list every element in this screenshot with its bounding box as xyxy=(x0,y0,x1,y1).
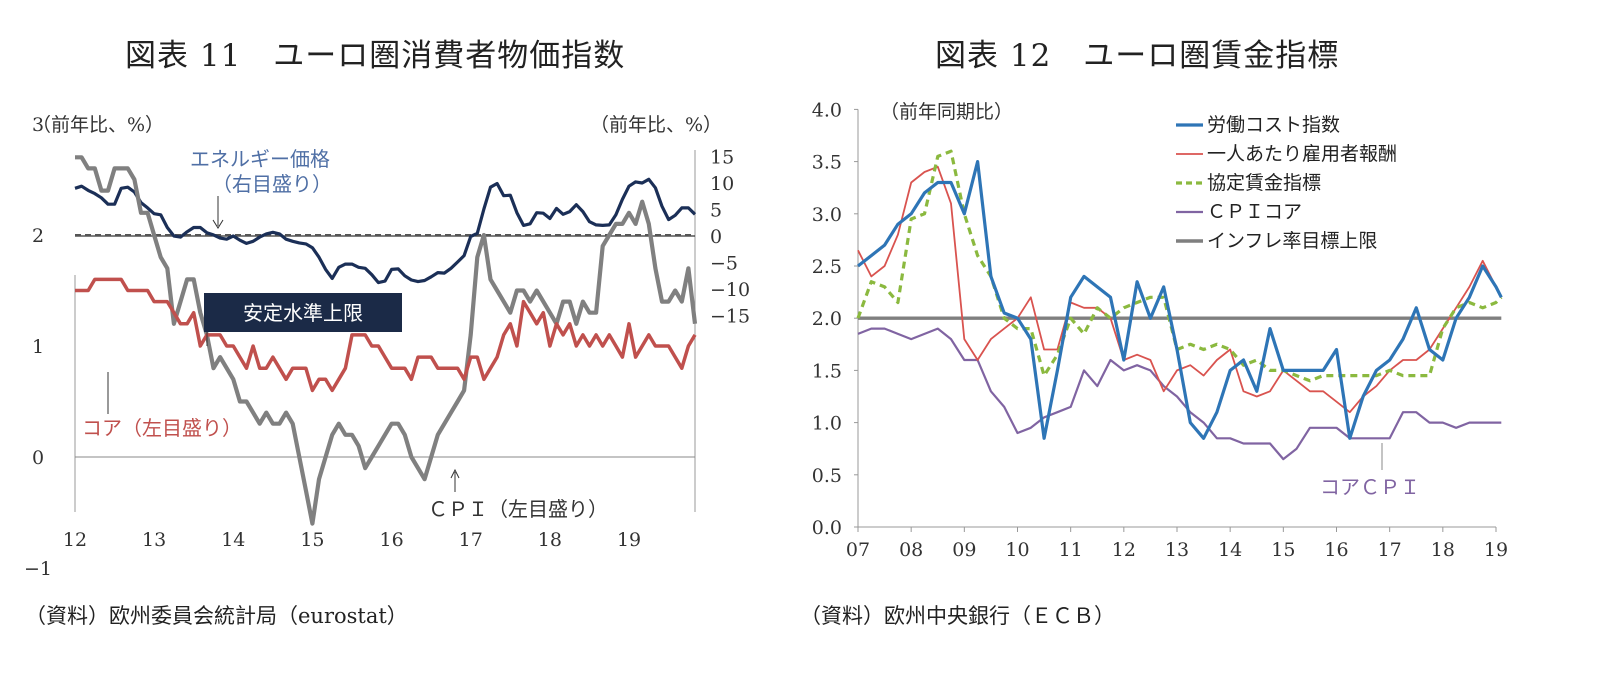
right-y-tick-label: 10 xyxy=(710,173,734,195)
y-tick-label: 1.0 xyxy=(812,413,842,435)
cpi-arrow-head xyxy=(450,468,460,479)
x-tick-label: 15 xyxy=(1271,539,1295,561)
series-line-3 xyxy=(857,327,1502,461)
cpi-label: ＣＰＩ（左目盛り） xyxy=(428,497,608,521)
series-line-1 xyxy=(857,165,1503,414)
y-tick-label: 0.5 xyxy=(812,465,842,487)
core-series-line xyxy=(75,277,697,393)
x-tick-label: 19 xyxy=(617,529,641,551)
y-tick-label: 2.0 xyxy=(812,308,842,330)
right-y-tick-label: 5 xyxy=(710,200,722,222)
x-tick-label: 12 xyxy=(1112,539,1136,561)
wage-chart: 4.0 3.5 3.0 2.5 2.0 1.5 1.0 0.5 0.007 08 09 10 11 12 1… xyxy=(812,99,1508,561)
left-chart-title: 図表 11 ユーロ圏消費者物価指数 xyxy=(125,38,626,74)
series-line-0 xyxy=(857,160,1503,440)
right-chart-title: 図表 12 ユーロ圏賃金指標 xyxy=(935,38,1340,74)
y-tick-label: 1.5 xyxy=(812,360,842,382)
core-cpi-label: コアＣＰＩ xyxy=(1320,475,1420,499)
x-tick-label: 17 xyxy=(459,529,483,551)
series-line-2 xyxy=(856,149,1503,383)
left-y-tick-label: 3 xyxy=(32,114,44,136)
y-tick-label: 3.0 xyxy=(812,204,842,226)
energy-series-line xyxy=(74,177,697,285)
right-y-tick-label: −15 xyxy=(710,306,750,328)
left-y-tick-label: 1 xyxy=(32,336,44,358)
x-tick-label: 14 xyxy=(221,529,245,551)
energy-label-axis: （右目盛り） xyxy=(212,172,332,196)
right-y-tick-label: 15 xyxy=(710,147,734,169)
x-tick-label: 17 xyxy=(1378,539,1402,561)
left-y-tick-label: −1 xyxy=(24,558,52,580)
energy-arrow-head xyxy=(212,219,224,229)
x-tick-label: 11 xyxy=(1059,539,1083,561)
cpi-series-line xyxy=(75,155,698,526)
y-tick-label: 2.5 xyxy=(812,256,842,278)
y-axis-unit: （前年同期比） xyxy=(880,101,1013,123)
threshold-callout-label: 安定水準上限 xyxy=(243,301,363,325)
right-source-note: （資料）欧州中央銀行（ＥＣＢ） xyxy=(800,604,1115,628)
x-tick-label: 13 xyxy=(142,529,166,551)
right-y-tick-label: −5 xyxy=(710,253,738,275)
x-tick-label: 07 xyxy=(846,539,870,561)
x-tick-label: 16 xyxy=(380,529,404,551)
left-y-tick-label: 2 xyxy=(32,225,44,247)
x-tick-label: 18 xyxy=(1431,539,1455,561)
left-source-note: （資料）欧州委員会統計局（eurostat） xyxy=(25,604,408,628)
core-label: コア（左目盛り） xyxy=(82,416,242,440)
right-y-tick-label: −10 xyxy=(710,279,750,301)
legend-label: インフレ率目標上限 xyxy=(1207,230,1377,252)
x-tick-label: 13 xyxy=(1165,539,1189,561)
right-y-tick-label: 0 xyxy=(710,226,722,248)
y-tick-label: 3.5 xyxy=(812,152,842,174)
left-y-tick-label: 0 xyxy=(32,447,44,469)
x-tick-label: 18 xyxy=(538,529,562,551)
legend-label: 一人あたり雇用者報酬 xyxy=(1207,143,1397,165)
legend-label: 協定賃金指標 xyxy=(1207,172,1321,194)
x-tick-label: 12 xyxy=(63,529,87,551)
y-tick-label: 0.0 xyxy=(812,517,842,539)
x-tick-label: 16 xyxy=(1324,539,1348,561)
x-tick-label: 15 xyxy=(300,529,324,551)
legend-label: ＣＰＩコア xyxy=(1207,201,1302,223)
legend-label: 労働コスト指数 xyxy=(1207,114,1340,136)
x-tick-label: 10 xyxy=(1005,539,1029,561)
right-axis-unit: （前年比、%） xyxy=(590,114,722,136)
x-tick-label: 14 xyxy=(1218,539,1242,561)
energy-label: エネルギー価格 xyxy=(190,147,330,171)
x-tick-label: 09 xyxy=(952,539,976,561)
left-axis-unit: （前年比、%） xyxy=(32,114,164,136)
x-tick-label: 08 xyxy=(899,539,923,561)
y-tick-label: 4.0 xyxy=(812,99,842,121)
x-tick-label: 19 xyxy=(1484,539,1508,561)
threshold-callout-box xyxy=(204,293,402,332)
